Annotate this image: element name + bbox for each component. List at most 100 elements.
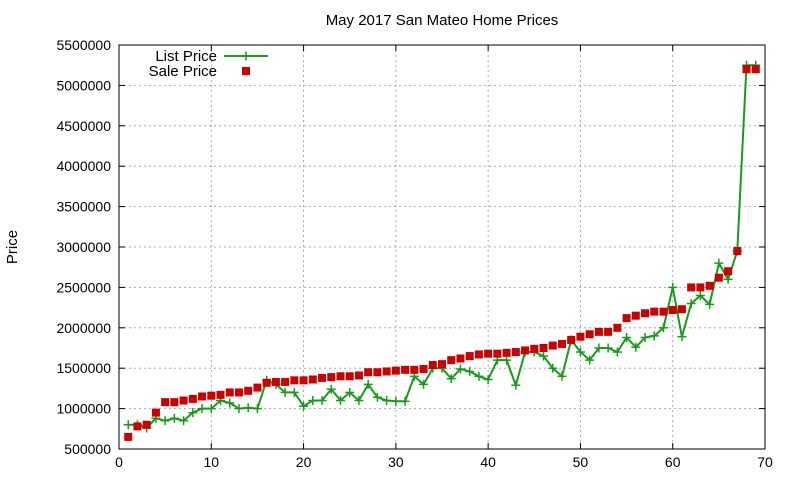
sale-price-point <box>631 311 640 320</box>
y-tick-label: 3500000 <box>56 199 111 215</box>
grid <box>119 45 765 449</box>
sale-price-point <box>696 283 705 292</box>
sale-price-point <box>364 368 373 377</box>
sale-price-point <box>521 346 530 355</box>
sale-price-point <box>308 375 317 384</box>
list-price-point <box>123 420 133 430</box>
list-price-point <box>289 387 299 397</box>
y-tick-label: 1000000 <box>56 401 111 417</box>
sale-price-point <box>567 335 576 344</box>
sale-price-point <box>530 344 539 353</box>
list-price-point <box>686 299 696 309</box>
sale-price-point <box>493 349 502 358</box>
sale-price-point <box>281 377 290 386</box>
list-price-point <box>539 351 549 361</box>
sale-price-point <box>133 422 142 431</box>
sale-price-point <box>622 314 631 323</box>
sale-price-point <box>410 365 419 374</box>
sale-price-point <box>447 356 456 365</box>
sale-price-point <box>677 305 686 314</box>
x-tick-label: 0 <box>115 454 123 470</box>
sale-price-point <box>705 281 714 290</box>
plot-border <box>118 44 766 450</box>
list-price-point <box>695 290 705 300</box>
sale-price-point <box>290 376 299 385</box>
list-price-point <box>465 366 475 376</box>
sale-price-point <box>557 339 566 348</box>
list-price-point <box>188 408 198 418</box>
sale-price-point <box>373 368 382 377</box>
sale-price-point <box>253 383 262 392</box>
sale-price-point <box>604 327 613 336</box>
list-price-point <box>225 398 235 408</box>
sale-price-point <box>733 247 742 256</box>
list-price-point <box>502 355 512 365</box>
sale-price-point <box>585 330 594 339</box>
x-tick-label: 70 <box>757 454 773 470</box>
legend-plus-marker <box>241 51 251 61</box>
sale-price-point <box>179 396 188 405</box>
sale-price-point <box>207 391 216 400</box>
sale-price-point <box>401 365 410 374</box>
sale-price-point <box>428 360 437 369</box>
list-price-point <box>299 401 309 411</box>
sale-price-point <box>142 420 151 429</box>
list-price-point <box>179 416 189 426</box>
list-price-point <box>372 392 382 402</box>
list-price-point <box>474 371 484 381</box>
sale-price-point <box>151 408 160 417</box>
y-tick-label: 2500000 <box>56 279 111 295</box>
sale-price-point <box>225 388 234 397</box>
list-price-point <box>575 347 585 357</box>
list-price-point <box>243 403 253 413</box>
sale-price-point <box>124 432 133 441</box>
list-price-point <box>649 331 659 341</box>
list-price-point <box>400 396 410 406</box>
y-axis-label: Price <box>4 230 21 264</box>
list-price-point <box>382 396 392 406</box>
sale-price-point <box>318 373 327 382</box>
list-price-point <box>594 343 604 353</box>
sale-price-point <box>391 366 400 375</box>
sale-price-point <box>419 365 428 374</box>
y-tick-label: 4500000 <box>56 118 111 134</box>
list-price-point <box>714 258 724 268</box>
sale-price-point <box>216 390 225 399</box>
list-price-point <box>308 396 318 406</box>
sale-price-point <box>484 349 493 358</box>
sale-price-point <box>751 65 760 74</box>
sale-price-point <box>188 394 197 403</box>
list-price-point <box>345 387 355 397</box>
list-price-point <box>335 396 345 406</box>
y-tick-label: 3000000 <box>56 239 111 255</box>
list-price-point <box>640 332 650 342</box>
sale-price-point <box>456 354 465 363</box>
list-price-point <box>354 396 364 406</box>
sale-price-point <box>336 372 345 381</box>
y-axis-ticks: 500000 1000000 1500000 2000000 2500000 300000… <box>56 37 765 457</box>
sale-price-point <box>502 348 511 357</box>
list-price-point <box>668 282 678 292</box>
sale-price-point <box>345 372 354 381</box>
sale-price-point <box>613 323 622 332</box>
list-price-point <box>585 355 595 365</box>
x-tick-label: 30 <box>388 454 404 470</box>
list-price-point <box>169 413 179 423</box>
sale-price-point <box>539 344 548 352</box>
sale-price-point <box>262 378 271 387</box>
y-tick-label: 1500000 <box>56 360 111 376</box>
sale-price-point <box>327 373 336 382</box>
list-price-point <box>234 404 244 414</box>
sale-price-point <box>299 376 308 385</box>
list-price-point <box>363 379 373 389</box>
sale-price-point <box>668 306 677 315</box>
legend: List Price Sale Price <box>149 48 268 80</box>
legend-label-list-price: List Price <box>155 48 217 65</box>
y-tick-label: 2000000 <box>56 320 111 336</box>
y-tick-label: 5000000 <box>56 77 111 93</box>
x-tick-label: 60 <box>665 454 681 470</box>
x-tick-label: 10 <box>203 454 219 470</box>
list-price-point <box>548 363 558 373</box>
list-price-point <box>326 384 336 394</box>
